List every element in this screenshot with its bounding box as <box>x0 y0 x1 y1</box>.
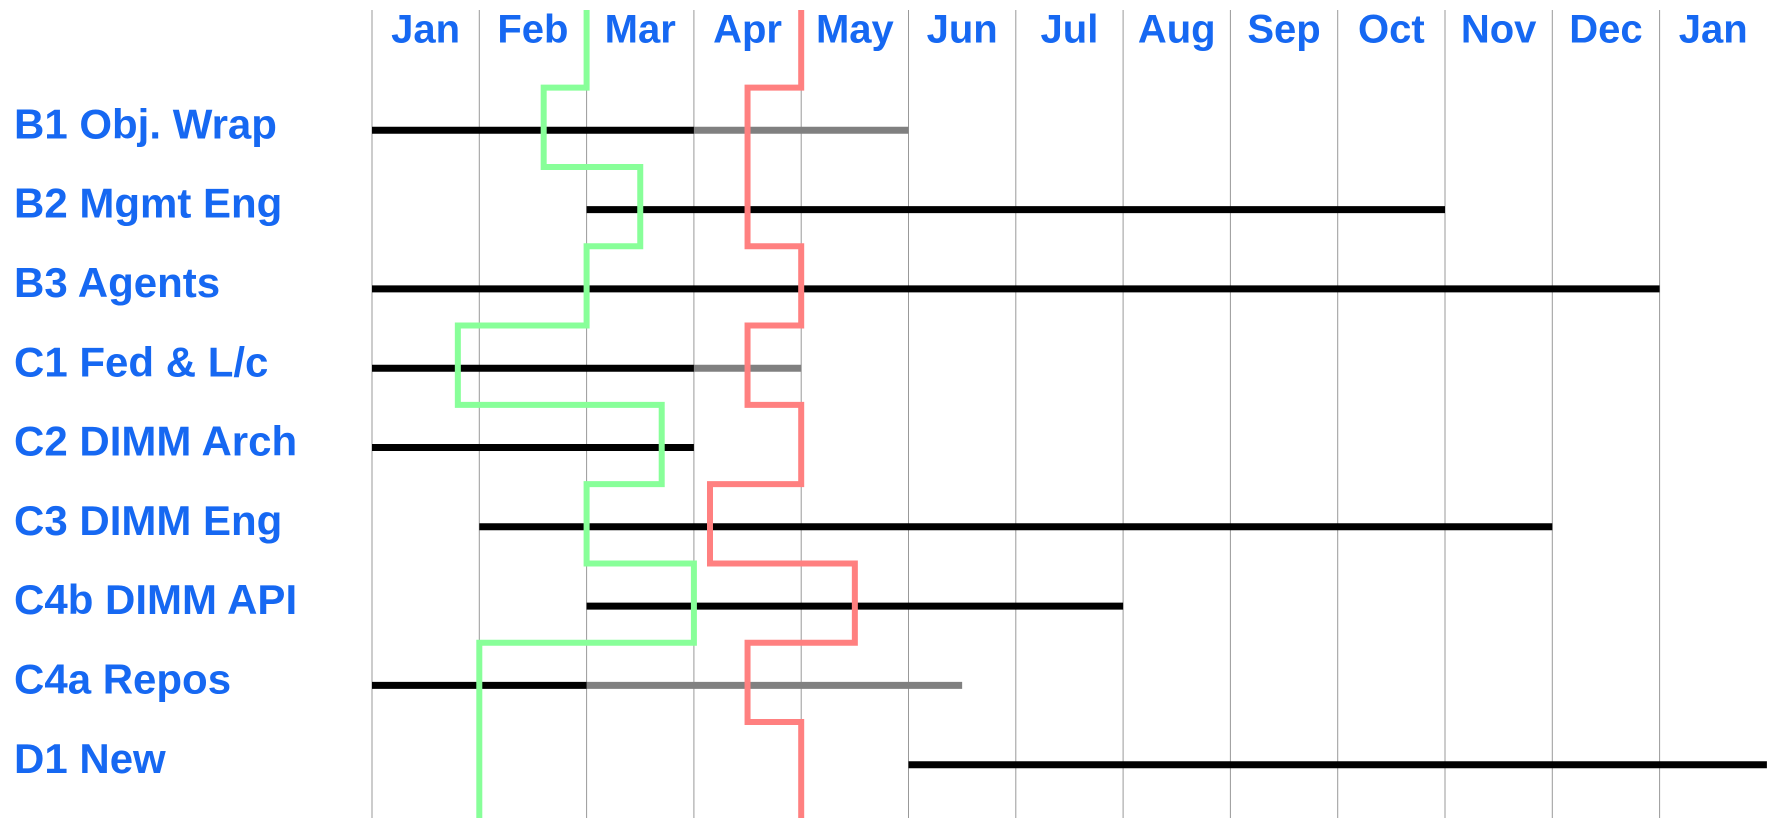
month-label: Apr <box>713 8 782 52</box>
month-label: May <box>816 8 895 52</box>
row-label: B3 Agents <box>14 259 220 306</box>
row-label: D1 New <box>14 735 166 782</box>
row-label: B2 Mgmt Eng <box>14 180 282 227</box>
row-label: B1 Obj. Wrap <box>14 100 277 147</box>
row-label: C2 DIMM Arch <box>14 418 297 465</box>
month-label: Jan <box>391 8 460 52</box>
month-label: Jul <box>1041 8 1099 52</box>
row-label: C4a Repos <box>14 655 231 702</box>
month-label: Nov <box>1461 8 1537 52</box>
month-label: Feb <box>497 8 568 52</box>
month-label: Aug <box>1138 8 1216 52</box>
row-label: C1 Fed & L/c <box>14 338 268 385</box>
month-label: Dec <box>1569 8 1642 52</box>
row-label: C3 DIMM Eng <box>14 497 282 544</box>
month-label: Mar <box>605 8 676 52</box>
status-line <box>454 10 697 818</box>
row-label: C4b DIMM API <box>14 576 297 623</box>
month-label: Jun <box>927 8 998 52</box>
month-label: Sep <box>1247 8 1320 52</box>
month-label: Oct <box>1358 8 1425 52</box>
status-line <box>706 10 858 818</box>
month-label: Jan <box>1679 8 1748 52</box>
